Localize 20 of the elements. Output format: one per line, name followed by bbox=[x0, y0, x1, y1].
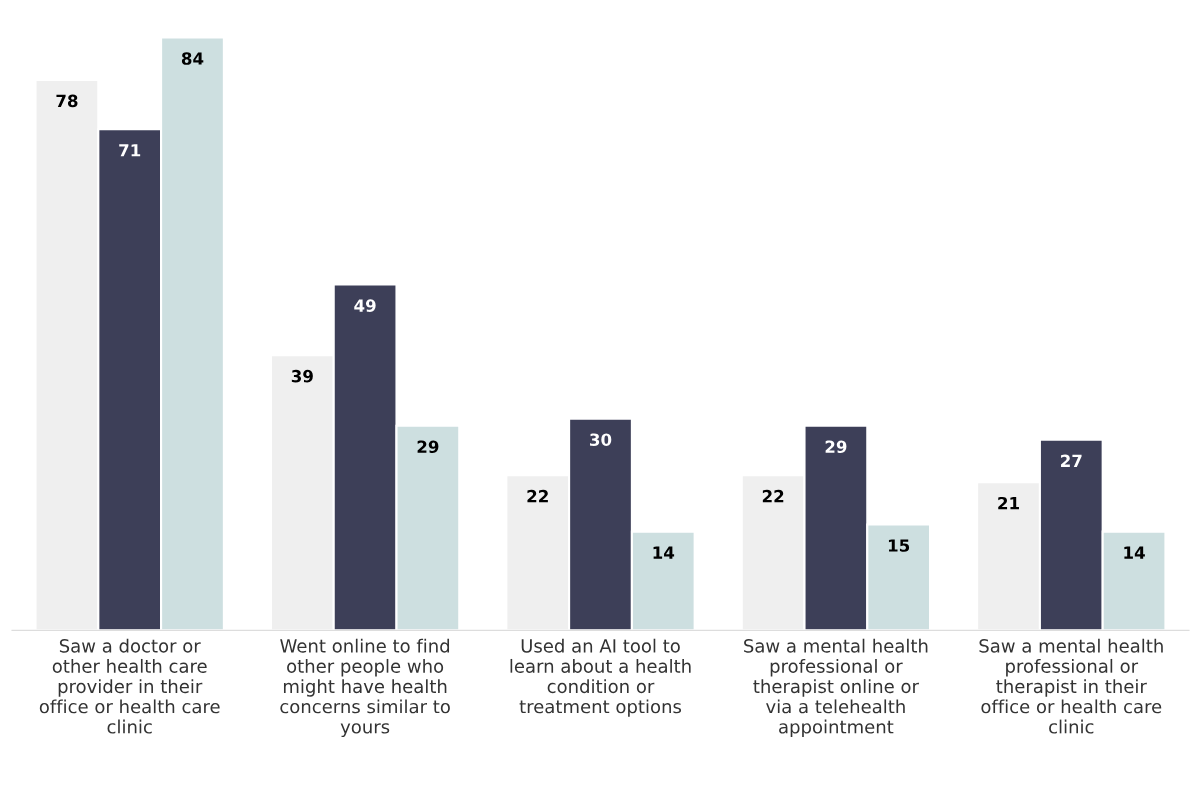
data-label: 15 bbox=[888, 539, 910, 552]
data-label: 39 bbox=[291, 369, 313, 383]
data-label: 29 bbox=[825, 440, 847, 454]
x-tick-label: Saw a mental health professional or therapist in their office or health care clinic bbox=[979, 638, 1163, 734]
data-label: 21 bbox=[998, 496, 1019, 510]
data-label: 14 bbox=[653, 546, 675, 559]
x-tick-label: Used an AI tool to learn about a health condition or treatment options bbox=[510, 638, 691, 717]
data-label: 29 bbox=[417, 440, 439, 454]
x-tick-label: Saw a mental health professional or therapist online or via a telehealth appointment bbox=[744, 638, 928, 738]
data-label: 27 bbox=[1061, 454, 1082, 467]
data-label: 49 bbox=[354, 299, 376, 312]
data-label: 22 bbox=[527, 489, 548, 503]
data-label: 84 bbox=[181, 52, 204, 65]
data-label: 14 bbox=[1124, 546, 1145, 559]
data-label: 71 bbox=[119, 144, 141, 157]
data-label: 30 bbox=[590, 433, 612, 446]
x-tick-label: Went online to find other people who might have health concerns similar to yours bbox=[280, 638, 450, 738]
data-label: 22 bbox=[762, 489, 784, 503]
x-tick-label: Saw a doctor or other health care provider in their office or health care clinic bbox=[39, 638, 220, 734]
data-label: 78 bbox=[56, 94, 78, 108]
